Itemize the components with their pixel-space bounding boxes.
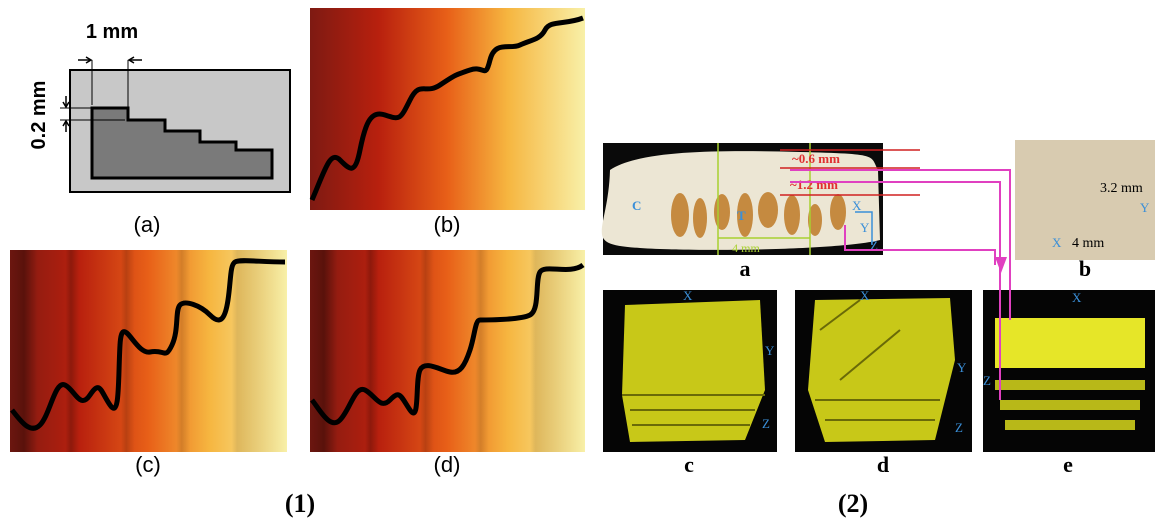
panel-2c: X Y Z c (603, 288, 777, 477)
region-label: T (737, 208, 746, 223)
axis-label: Z (983, 373, 991, 388)
figure: 1 mm 0.2 mm (a) (b) (c) (d) (1) ~0.6 (0, 0, 1158, 523)
axis-label: Y (765, 343, 775, 358)
part-label: (2) (838, 489, 868, 518)
width-label: 1 mm (86, 21, 138, 43)
panel-1b: (b) (310, 8, 585, 237)
panel-1a: 1 mm 0.2 mm (a) (28, 21, 290, 237)
axis-label: X (1072, 290, 1082, 305)
axis-label: Y (1140, 200, 1150, 215)
caption: (d) (434, 452, 461, 477)
volume (622, 300, 765, 442)
panel-2a: ~0.6 mm ~1.2 mm C T 4 mm X Y Z a (602, 143, 920, 281)
part-label: (1) (285, 489, 315, 518)
region-label: C (632, 198, 641, 213)
caption: (a) (134, 212, 161, 237)
panel-2d: X Y Z d (795, 288, 972, 477)
axis-label: Y (860, 220, 870, 235)
axis-label: Z (762, 416, 770, 431)
width-label: 4 mm (1072, 236, 1104, 251)
caption: c (684, 452, 694, 477)
caption: b (1079, 256, 1091, 281)
height-label: 0.2 mm (28, 81, 50, 150)
panel-2b: 3.2 mm 4 mm X Y b (1015, 140, 1155, 281)
caption: d (877, 452, 889, 477)
axis-label: Z (955, 420, 963, 435)
axis-label: X (852, 198, 862, 213)
caption: a (740, 256, 751, 281)
heatmap (310, 8, 585, 210)
depth-label: ~1.2 mm (790, 177, 838, 192)
axis-label: X (1052, 235, 1062, 250)
panel-2e: X Z e (983, 290, 1155, 477)
depth-label: ~0.6 mm (792, 151, 840, 166)
axis-label: X (683, 288, 693, 303)
caption: e (1063, 452, 1073, 477)
heatmap-bands (310, 250, 585, 452)
panel-1d: (d) (310, 250, 585, 477)
height-label: 3.2 mm (1100, 181, 1143, 196)
axis-label: Y (957, 360, 967, 375)
axis-label: X (860, 288, 870, 303)
caption: (c) (135, 452, 161, 477)
caption: (b) (434, 212, 461, 237)
panel-1c: (c) (10, 250, 287, 477)
volume-layer (995, 318, 1145, 368)
width-label: 4 mm (732, 241, 760, 255)
